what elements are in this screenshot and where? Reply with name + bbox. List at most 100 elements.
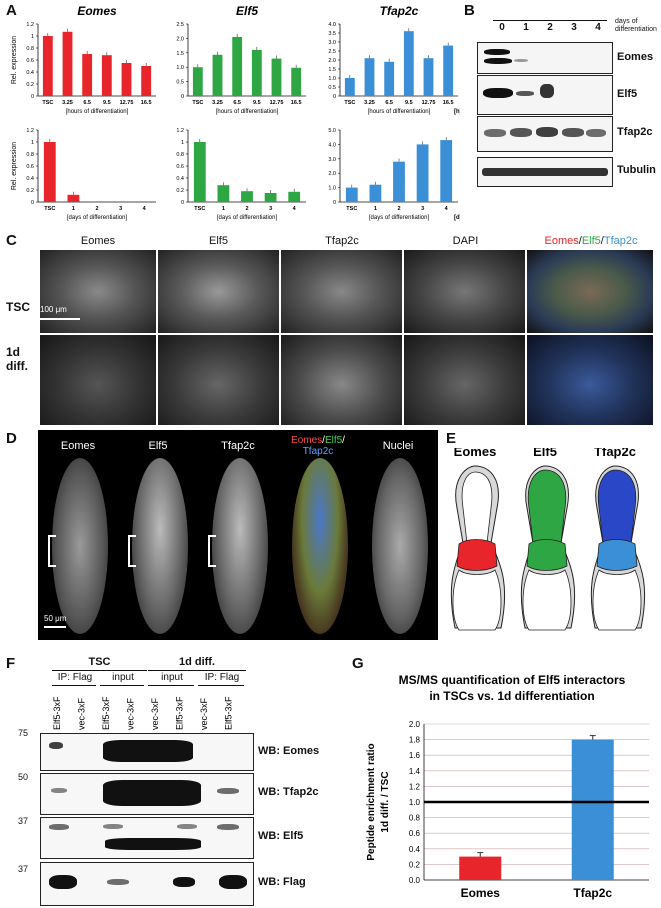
blot-elf5	[477, 75, 613, 115]
group-label-tsc: TSC	[88, 656, 111, 668]
column-header: Tfap2c	[221, 440, 255, 452]
micrograph-1d-elf5	[158, 335, 279, 425]
x-tick-label: 3.25	[364, 100, 375, 106]
blot-label: WB: Flag	[258, 876, 306, 888]
y-tick-label: 0.2	[176, 188, 184, 194]
embryo-nuclei	[372, 458, 428, 634]
day-label: 3	[571, 22, 577, 33]
chart-title: Elf5	[236, 4, 258, 18]
chart-title: Tfap2c	[380, 4, 419, 18]
y-tick-label: 3.0	[328, 40, 336, 46]
bar	[344, 78, 355, 96]
mw-marker: 37	[18, 864, 29, 874]
y-tick-label: 4.0	[328, 22, 336, 28]
x-tick-label: TSC	[192, 100, 203, 106]
y-tick-label: 0.4	[176, 176, 184, 182]
embryo-eomes	[52, 458, 108, 634]
embryo-tfap2c	[212, 458, 268, 634]
x-axis-label: [days of differentiation]	[217, 215, 278, 221]
x-tick-label: 2	[245, 206, 248, 212]
bar	[369, 184, 382, 202]
bar	[384, 61, 395, 96]
scale-bar-c	[40, 318, 80, 320]
y-tick-label: 0.0	[409, 876, 421, 885]
y-tick-label: 0.8	[409, 814, 421, 823]
bar	[101, 55, 112, 96]
schematic-epc-region	[526, 539, 568, 571]
x-axis-label: [hours of differentiation]	[216, 109, 279, 115]
micrograph-tsc-dapi	[404, 250, 525, 333]
y-tick-label: 0.4	[26, 70, 34, 76]
bar	[192, 67, 203, 96]
schematic-lower-region	[452, 569, 502, 631]
x-tick-label: 3	[421, 206, 424, 212]
x-tick-label: 3.25	[62, 100, 73, 106]
micrograph-1d-merge	[527, 335, 653, 425]
scale-label-c: 100 μm	[40, 305, 67, 314]
chart-title: MS/MS quantification of Elf5 interactors	[399, 673, 626, 687]
bracket-elf5	[128, 535, 136, 567]
chart-a-5: 0 0.2 0.4 0.6 0.8 1 1.2 TSC 1 2 3 4 [days of differe…	[176, 128, 306, 221]
blot-eomes	[477, 42, 613, 74]
scale-label-d: 50 μm	[44, 614, 67, 623]
panel-e-schematic: Eomes Elf5 Tfap2c	[450, 448, 646, 631]
y-tick-label: 1.5	[328, 67, 336, 73]
panel-c-column-headers: Eomes Elf5 Tfap2c DAPI Eomes/Elf5/Tfap2c	[40, 235, 660, 249]
y-axis-label: Rel. expression	[11, 142, 18, 190]
bar	[443, 45, 454, 96]
panel-label-f: F	[6, 655, 16, 672]
x-tick-label: Eomes	[461, 886, 501, 900]
day-label: 2	[547, 22, 553, 33]
schematic-label: Eomes	[454, 448, 497, 459]
y-tick-label: 0.6	[409, 829, 421, 838]
y-tick-label: 3.0	[328, 157, 336, 163]
y-tick-label: 1.2	[409, 782, 421, 791]
column-header: DAPI	[452, 235, 479, 247]
blot-label: WB: Eomes	[258, 745, 320, 757]
row-label-tsc: TSC	[6, 300, 30, 314]
y-tick-label: 1	[31, 34, 34, 40]
column-header: Elf5	[209, 235, 228, 247]
x-tick-label: 12.75	[422, 100, 436, 106]
schematic-elf5: Elf5	[520, 448, 576, 631]
day-label: 0	[499, 22, 505, 33]
blot-tfap2c	[477, 116, 613, 152]
y-tick-label: 1.4	[409, 767, 421, 776]
subgroup-label: IP: Flag	[57, 672, 93, 683]
bar	[264, 193, 277, 202]
bar	[82, 54, 93, 96]
bar	[232, 36, 243, 96]
y-tick-label: 1.2	[26, 128, 34, 134]
blot-label-elf5: Elf5	[617, 88, 638, 100]
y-tick-label: 2.5	[176, 22, 184, 28]
column-header: Elf5	[148, 440, 168, 452]
schematic-tfap2c: Tfap2c	[590, 448, 646, 631]
x-axis-label: [hours of differentiation]	[368, 109, 431, 115]
y-tick-label: 5.0	[328, 128, 336, 134]
days-header-caption: days of differentiation	[615, 18, 657, 33]
x-tick-label: 12.75	[120, 100, 134, 106]
row-label-1d-diff: 1d diff.	[6, 345, 28, 373]
lane-label: Elf5-3xF	[175, 696, 185, 730]
panel-label-c: C	[6, 232, 17, 249]
day-label: 1	[523, 22, 529, 33]
x-tick-label: TSC	[42, 100, 53, 106]
x-tick-label: 6.5	[385, 100, 393, 106]
panel-label-d: D	[6, 430, 17, 447]
embryo-elf5	[132, 458, 188, 634]
schematic-upper-region	[527, 469, 567, 544]
unit-days: [d]	[454, 215, 460, 221]
schematic-lower-region	[522, 569, 572, 631]
bar	[393, 161, 405, 202]
subgroup-label: input	[161, 672, 183, 683]
x-tick-label: 3	[269, 206, 272, 212]
bar	[43, 142, 56, 202]
bar	[212, 54, 223, 96]
days-header-line	[493, 20, 607, 21]
blot-wb-tfap2c	[40, 773, 254, 815]
y-tick-label: 2.0	[328, 58, 336, 64]
days-header: 0 1 2 3 4	[490, 22, 610, 33]
bar	[271, 58, 282, 96]
y-tick-label: 0.2	[26, 188, 34, 194]
x-tick-label: 16.5	[141, 100, 152, 106]
